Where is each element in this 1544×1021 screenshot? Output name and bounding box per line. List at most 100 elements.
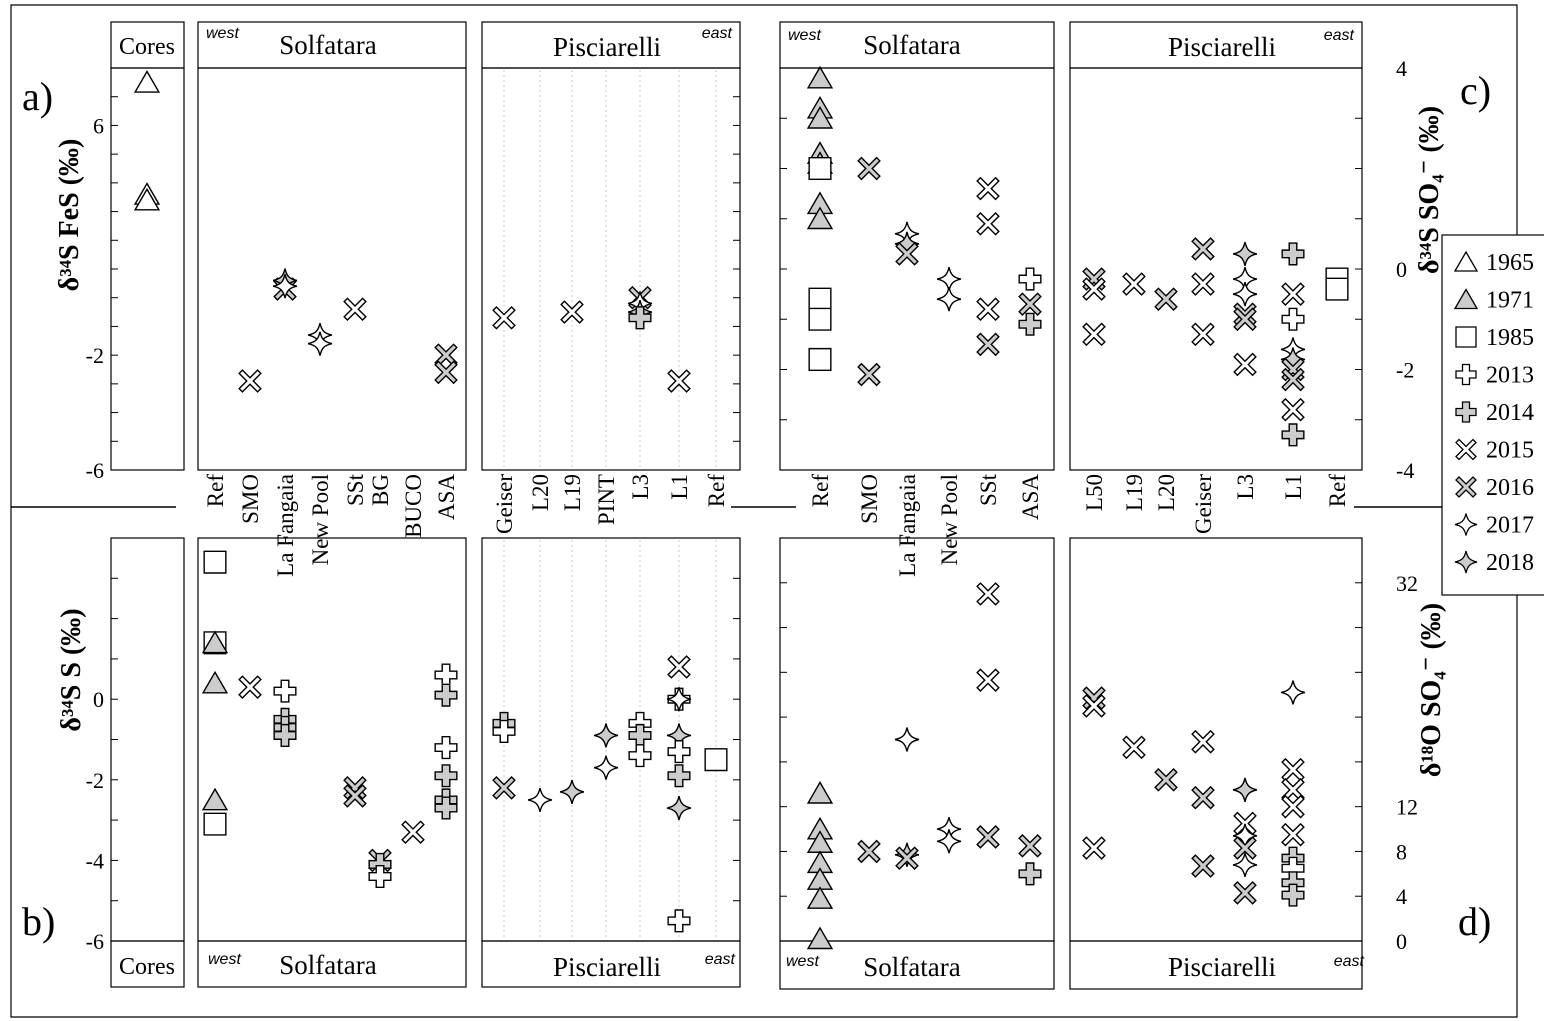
- data-point-d: [1281, 823, 1305, 847]
- data-point-c: [808, 156, 832, 181]
- data-point-b: [667, 909, 691, 933]
- tick-label: 12: [1396, 795, 1418, 820]
- data-point-c: [807, 66, 833, 89]
- data-point-b: [203, 550, 227, 574]
- data-point-c: [1018, 312, 1042, 336]
- data-point-c: [976, 212, 1000, 236]
- site-label: L1: [667, 474, 692, 500]
- plot-a-pisciarelli: [481, 67, 741, 471]
- site-label: L19: [560, 474, 585, 511]
- data-point-c: [857, 156, 881, 181]
- data-point-b: [628, 744, 652, 768]
- panel-letter-a: a): [22, 74, 53, 119]
- data-point-c: [1018, 292, 1042, 316]
- legend-label: 2018: [1486, 550, 1534, 576]
- site-label: ASA: [1018, 474, 1043, 520]
- solfatara-header: Solfatara: [863, 30, 960, 60]
- data-point-d: [1281, 758, 1305, 782]
- tick-label: 6: [93, 113, 104, 138]
- plot-a-cores: [110, 67, 185, 471]
- panel-letter-b: b): [22, 899, 55, 944]
- plot-c-pisciarelli: [1069, 67, 1363, 471]
- data-point-d: [807, 927, 833, 950]
- data-point-d: [1154, 768, 1178, 792]
- data-point-c: [976, 297, 1000, 321]
- data-point-d: [894, 726, 920, 753]
- data-point-c: [976, 332, 1000, 356]
- solfatara-footer: Solfatara: [863, 952, 960, 982]
- data-point-a: [667, 369, 691, 393]
- tick-label: 0: [1396, 257, 1407, 282]
- ylabel-c: δ³⁴S SO₄⁻ (‰): [1414, 106, 1445, 274]
- tick-label: -4: [86, 848, 104, 873]
- west-label: west: [206, 25, 239, 42]
- solfatara-header: Solfatara: [279, 30, 376, 60]
- data-point-b: [628, 723, 652, 748]
- data-point-c: [1191, 272, 1215, 296]
- plot-b-cores: [110, 537, 185, 942]
- site-label: Ref: [1325, 474, 1350, 508]
- tick-label: -2: [1396, 358, 1414, 383]
- data-point-b: [559, 779, 585, 805]
- data-point-b: [434, 736, 458, 760]
- tick-label: -4: [1396, 458, 1414, 483]
- tick-label: 0: [93, 687, 104, 712]
- site-label: BG: [368, 474, 393, 506]
- plot-d-pisciarelli: [1069, 537, 1363, 942]
- site-label: SMO: [238, 474, 263, 524]
- data-point-d: [1018, 862, 1042, 886]
- data-point-d: [1281, 883, 1305, 907]
- plot-b-solfatara: [197, 537, 467, 942]
- data-point-c: [1281, 423, 1305, 447]
- site-label: Ref: [808, 474, 833, 508]
- data-point-b: [667, 655, 691, 679]
- ylabel-a: δ³⁴S FeS (‰): [54, 139, 85, 292]
- ylabel-d: δ¹⁸O SO₄⁻ (‰): [1416, 603, 1447, 777]
- tick-label: 8: [1396, 839, 1407, 864]
- data-point-b: [434, 683, 458, 707]
- data-point-a: [434, 360, 458, 384]
- legend-label: 2017: [1486, 513, 1534, 539]
- site-label: Ref: [203, 474, 228, 508]
- data-point-c: [1281, 282, 1305, 306]
- east-label: east: [702, 25, 733, 42]
- data-point-d: [1191, 730, 1215, 754]
- site-label: Geiser: [492, 474, 517, 534]
- pisciarelli-header: Pisciarelli: [553, 32, 661, 62]
- data-point-d: [936, 828, 962, 854]
- data-point-c: [1232, 281, 1258, 307]
- site-label: PINT: [594, 474, 619, 525]
- legend-label: 1971: [1486, 288, 1534, 314]
- cores-footer: Cores: [119, 954, 175, 980]
- data-point-b: [667, 740, 691, 764]
- plot-b-pisciarelli: [481, 537, 741, 942]
- data-point-d: [1191, 786, 1215, 810]
- ylabel-b: δ³⁴S S (‰): [56, 608, 87, 731]
- site-label: Geiser: [1191, 474, 1216, 534]
- footer-solfatara-b: [197, 940, 467, 988]
- east-label: east: [1324, 27, 1355, 44]
- footer-cores: [110, 940, 185, 988]
- tick-label: -2: [86, 343, 104, 368]
- data-point-c: [808, 307, 832, 331]
- plot-a-solfatara: [197, 67, 467, 471]
- data-point-c: [1281, 398, 1305, 422]
- tick-label: 4: [1396, 884, 1407, 909]
- site-label: La Fangaia: [273, 474, 298, 577]
- data-point-c: [1122, 272, 1146, 296]
- data-point-d: [807, 781, 833, 804]
- data-point-b: [434, 663, 458, 687]
- data-point-c: [1191, 322, 1215, 346]
- data-point-c: [1018, 267, 1042, 291]
- data-point-b: [666, 795, 692, 821]
- data-point-d: [807, 886, 833, 909]
- tick-label: 32: [1396, 571, 1418, 596]
- data-point-b: [667, 764, 691, 788]
- tick-label: 0: [1396, 929, 1407, 954]
- site-label: L20: [528, 474, 553, 511]
- site-label: New Pool: [937, 474, 962, 565]
- data-point-a: [134, 70, 160, 93]
- data-point-d: [1122, 735, 1146, 759]
- site-label: ASA: [434, 474, 459, 520]
